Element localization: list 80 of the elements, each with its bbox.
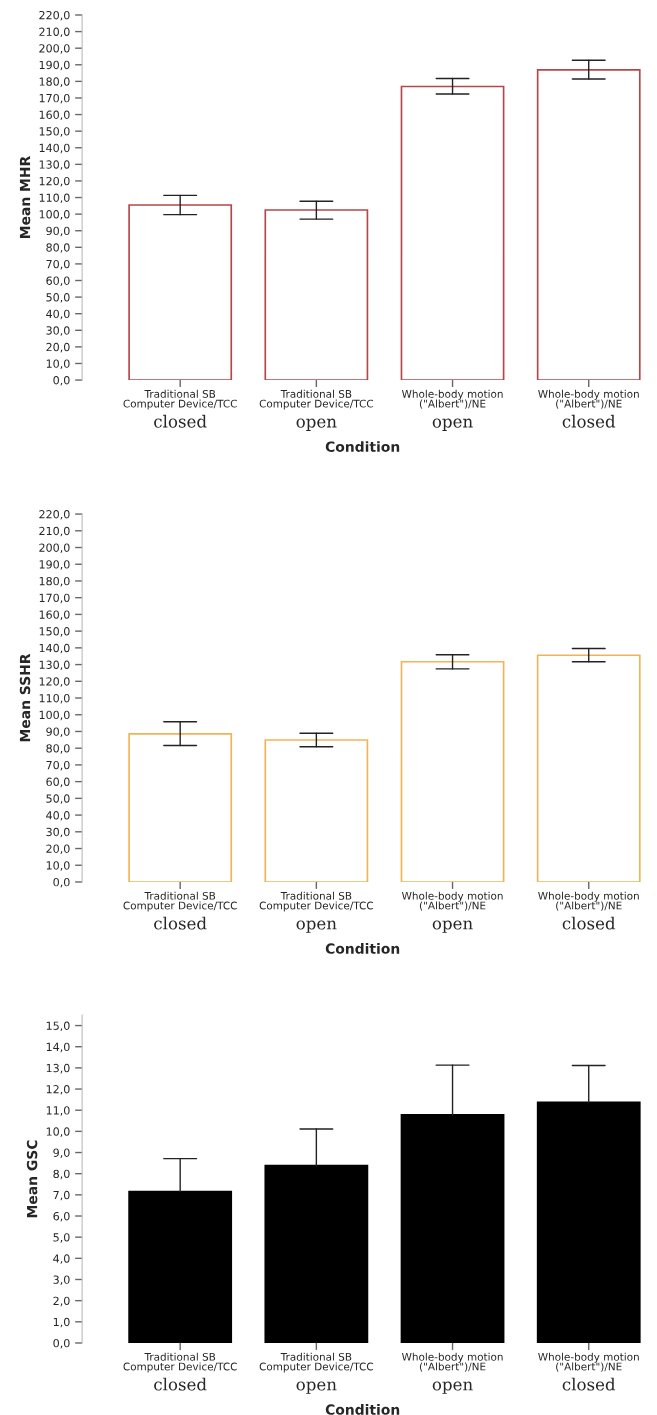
y-tick-label: 10,0 (46, 861, 70, 871)
y-tick-label: 220,0 (39, 10, 70, 21)
y-tick-label: 30,0 (46, 827, 70, 838)
y-tick-label: 90,0 (46, 727, 70, 737)
x-tick-label: Traditional SB Computer Device/TCC open (259, 389, 374, 431)
x-tick-label: Whole-body motion ("Albert")/NE closed (538, 1352, 639, 1391)
x-tick-label: Whole-body motion ("Albert")/NE closed (538, 891, 639, 930)
y-tick-label: 20,0 (46, 844, 70, 855)
y-tick-label: 9,0 (53, 1148, 70, 1159)
x-tick-label: Whole-body motion ("Albert")/NE open (401, 389, 503, 431)
y-tick-label: 220,0 (39, 510, 70, 520)
y-tick-label: 120,0 (39, 677, 70, 687)
x-axis-title: Condition (325, 441, 400, 452)
y-tick-label: 200,0 (39, 543, 70, 554)
y-tick-label: 20,0 (46, 342, 70, 353)
y-tick-label: 70,0 (46, 760, 70, 771)
y-tick-label: 2,0 (53, 1296, 70, 1307)
y-tick-label: 80,0 (46, 243, 70, 253)
y-tick-label: 50,0 (46, 293, 70, 303)
y-tick-label: 120,0 (39, 176, 70, 187)
y-tick-label: 200,0 (39, 44, 70, 54)
y-tick-label: 60,0 (46, 777, 70, 788)
x-tick-label: Traditional SB Computer Device/TCC closed (123, 389, 237, 428)
y-tick-label: 210,0 (39, 27, 70, 38)
y-tick-label: 60,0 (46, 276, 70, 287)
x-tick-label: Traditional SB Computer Device/TCC closed (123, 891, 237, 930)
y-tick-label: 11,0 (46, 1106, 70, 1116)
y-tick-label: 8,0 (53, 1169, 70, 1180)
y-tick-label: 140,0 (39, 143, 70, 154)
y-tick-label: 160,0 (39, 110, 70, 121)
y-axis-title: Mean GSC (26, 1140, 38, 1218)
y-tick-label: 7,0 (53, 1190, 70, 1201)
y-tick-label: 12,0 (46, 1085, 70, 1095)
x-axis-title: Condition (325, 943, 400, 954)
y-tick-label: 10,0 (46, 1127, 70, 1137)
y-tick-label: 4,0 (53, 1254, 70, 1264)
y-tick-label: 150,0 (39, 127, 70, 137)
y-tick-label: 3,0 (53, 1275, 70, 1286)
y-tick-label: 10,0 (46, 359, 70, 369)
y-tick-label: 170,0 (39, 93, 70, 104)
y-tick-label: 130,0 (39, 160, 70, 170)
x-tick-label: Whole-body motion ("Albert")/NE open (401, 1352, 503, 1394)
y-tick-label: 30,0 (46, 326, 70, 336)
y-tick-label: 5,0 (53, 1233, 70, 1243)
y-tick-label: 50,0 (46, 794, 70, 804)
y-tick-label: 160,0 (39, 610, 70, 620)
y-tick-label: 150,0 (39, 627, 70, 637)
y-tick-label: 6,0 (53, 1211, 70, 1222)
y-tick-label: 210,0 (39, 526, 70, 537)
y-tick-label: 15,0 (46, 1021, 70, 1032)
y-tick-label: 80,0 (46, 744, 70, 754)
y-tick-label: 170,0 (39, 593, 70, 604)
y-tick-label: 130,0 (39, 660, 70, 671)
y-tick-label: 0,0 (53, 1338, 70, 1349)
y-axis-title: Mean SSHR (19, 653, 31, 742)
y-tick-label: 1,0 (53, 1317, 70, 1328)
x-axis-title: Condition (325, 1404, 400, 1415)
x-tick-label: Traditional SB Computer Device/TCC closed (123, 1352, 237, 1391)
y-tick-label: 0,0 (53, 877, 70, 888)
y-tick-label: 14,0 (46, 1042, 70, 1053)
y-tick-label: 40,0 (46, 811, 70, 821)
y-tick-label: 110,0 (39, 193, 70, 204)
y-tick-label: 180,0 (39, 576, 70, 587)
y-tick-label: 40,0 (46, 309, 70, 320)
y-tick-label: 90,0 (46, 226, 70, 237)
y-tick-label: 100,0 (39, 710, 70, 721)
x-tick-label: Traditional SB Computer Device/TCC open (259, 891, 374, 933)
y-axis-title: Mean MHR (19, 156, 31, 238)
y-tick-label: 140,0 (39, 643, 70, 654)
x-tick-label: Whole-body motion ("Albert")/NE open (401, 891, 503, 933)
y-tick-label: 110,0 (39, 693, 70, 704)
y-tick-label: 70,0 (46, 259, 70, 270)
y-tick-label: 100,0 (39, 210, 70, 220)
y-tick-label: 190,0 (39, 560, 70, 570)
y-tick-label: 190,0 (39, 60, 70, 71)
y-tick-label: 180,0 (39, 77, 70, 87)
x-tick-label: Traditional SB Computer Device/TCC open (259, 1352, 374, 1394)
x-tick-label: Whole-body motion ("Albert")/NE closed (538, 389, 639, 428)
y-tick-label: 13,0 (46, 1063, 70, 1074)
y-tick-label: 0,0 (53, 376, 70, 386)
